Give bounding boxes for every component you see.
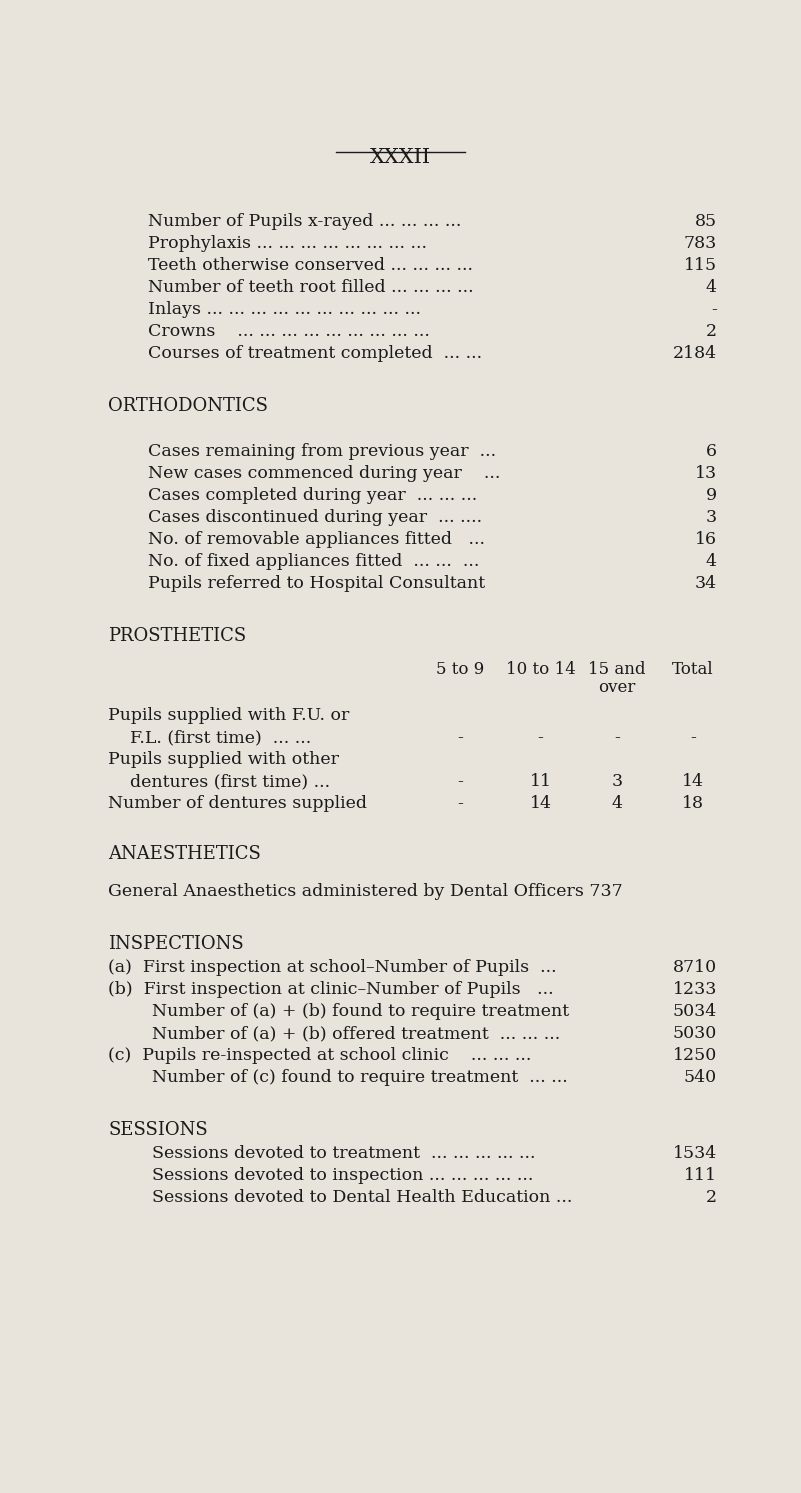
Text: Sessions devoted to inspection ... ... ... ... ...: Sessions devoted to inspection ... ... .… [108,1168,533,1184]
Text: Number of (a) + (b) offered treatment  ... ... ...: Number of (a) + (b) offered treatment ..… [108,1026,561,1042]
Text: (c)  Pupils re-inspected at school clinic    ... ... ...: (c) Pupils re-inspected at school clinic… [108,1047,532,1065]
Text: Number of teeth root filled ... ... ... ...: Number of teeth root filled ... ... ... … [148,279,474,296]
Text: Cases discontinued during year  ... ....: Cases discontinued during year ... .... [148,509,482,526]
Text: Courses of treatment completed  ... ...: Courses of treatment completed ... ... [148,345,482,361]
Text: -: - [457,773,464,790]
Text: (b)  First inspection at clinic–Number of Pupils   ...: (b) First inspection at clinic–Number of… [108,981,553,997]
Text: Sessions devoted to treatment  ... ... ... ... ...: Sessions devoted to treatment ... ... ..… [108,1145,536,1162]
Text: 5034: 5034 [673,1003,717,1020]
Text: PROSTHETICS: PROSTHETICS [108,627,247,645]
Text: No. of removable appliances fitted   ...: No. of removable appliances fitted ... [148,532,485,548]
Text: Teeth otherwise conserved ... ... ... ...: Teeth otherwise conserved ... ... ... ..… [148,257,473,275]
Text: 18: 18 [682,794,704,812]
Text: Inlays ... ... ... ... ... ... ... ... ... ...: Inlays ... ... ... ... ... ... ... ... .… [148,302,421,318]
Text: ANAESTHETICS: ANAESTHETICS [108,845,261,863]
Text: 3: 3 [706,509,717,526]
Text: F.L. (first time)  ... ...: F.L. (first time) ... ... [108,729,312,746]
Text: XXXII: XXXII [370,148,431,167]
Text: 13: 13 [694,464,717,482]
Text: 1534: 1534 [673,1145,717,1162]
Text: 85: 85 [694,213,717,230]
Text: General Anaesthetics administered by Dental Officers 737: General Anaesthetics administered by Den… [108,882,623,900]
Text: 14: 14 [682,773,704,790]
Text: No. of fixed appliances fitted  ... ...  ...: No. of fixed appliances fitted ... ... .… [148,552,480,570]
Text: 2184: 2184 [673,345,717,361]
Text: 9: 9 [706,487,717,505]
Text: 3: 3 [611,773,622,790]
Text: -: - [711,302,717,318]
Text: ORTHODONTICS: ORTHODONTICS [108,397,268,415]
Text: Cases completed during year  ... ... ...: Cases completed during year ... ... ... [148,487,477,505]
Text: 6: 6 [706,443,717,460]
Text: -: - [537,729,544,746]
Text: 4: 4 [706,552,717,570]
Text: Pupils referred to Hospital Consultant: Pupils referred to Hospital Consultant [148,575,485,593]
Text: Crowns    ... ... ... ... ... ... ... ... ...: Crowns ... ... ... ... ... ... ... ... .… [148,322,430,340]
Text: Total: Total [672,661,714,678]
Text: Number of (a) + (b) found to require treatment: Number of (a) + (b) found to require tre… [108,1003,570,1020]
Text: Prophylaxis ... ... ... ... ... ... ... ...: Prophylaxis ... ... ... ... ... ... ... … [148,234,427,252]
Text: Number of dentures supplied: Number of dentures supplied [108,794,367,812]
Text: over: over [598,679,635,696]
Text: 115: 115 [684,257,717,275]
Text: 783: 783 [683,234,717,252]
Text: 111: 111 [684,1168,717,1184]
Text: 2: 2 [706,1188,717,1206]
Text: -: - [457,794,464,812]
Text: Sessions devoted to Dental Health Education ...: Sessions devoted to Dental Health Educat… [108,1188,573,1206]
Text: 14: 14 [529,794,552,812]
Text: 540: 540 [684,1069,717,1085]
Text: (a)  First inspection at school–Number of Pupils  ...: (a) First inspection at school–Number of… [108,959,557,976]
Text: INSPECTIONS: INSPECTIONS [108,935,244,953]
Text: -: - [690,729,696,746]
Text: 5030: 5030 [673,1026,717,1042]
Text: 15 and: 15 and [588,661,646,678]
Text: 10 to 14: 10 to 14 [505,661,576,678]
Text: SESSIONS: SESSIONS [108,1121,208,1139]
Text: 1250: 1250 [673,1047,717,1065]
Text: Number of (c) found to require treatment  ... ...: Number of (c) found to require treatment… [108,1069,568,1085]
Text: 5 to 9: 5 to 9 [437,661,485,678]
Text: Number of Pupils x-rayed ... ... ... ...: Number of Pupils x-rayed ... ... ... ... [148,213,461,230]
Text: 11: 11 [529,773,552,790]
Text: 4: 4 [611,794,622,812]
Text: Pupils supplied with F.U. or: Pupils supplied with F.U. or [108,708,349,724]
Text: 2: 2 [706,322,717,340]
Text: Cases remaining from previous year  ...: Cases remaining from previous year ... [148,443,497,460]
Text: -: - [614,729,620,746]
Text: 16: 16 [695,532,717,548]
Text: 4: 4 [706,279,717,296]
Text: Pupils supplied with other: Pupils supplied with other [108,751,339,767]
Text: 8710: 8710 [673,959,717,976]
Text: New cases commenced during year    ...: New cases commenced during year ... [148,464,501,482]
Text: 34: 34 [694,575,717,593]
Text: -: - [457,729,464,746]
Text: dentures (first time) ...: dentures (first time) ... [108,773,330,790]
Text: 1233: 1233 [673,981,717,997]
